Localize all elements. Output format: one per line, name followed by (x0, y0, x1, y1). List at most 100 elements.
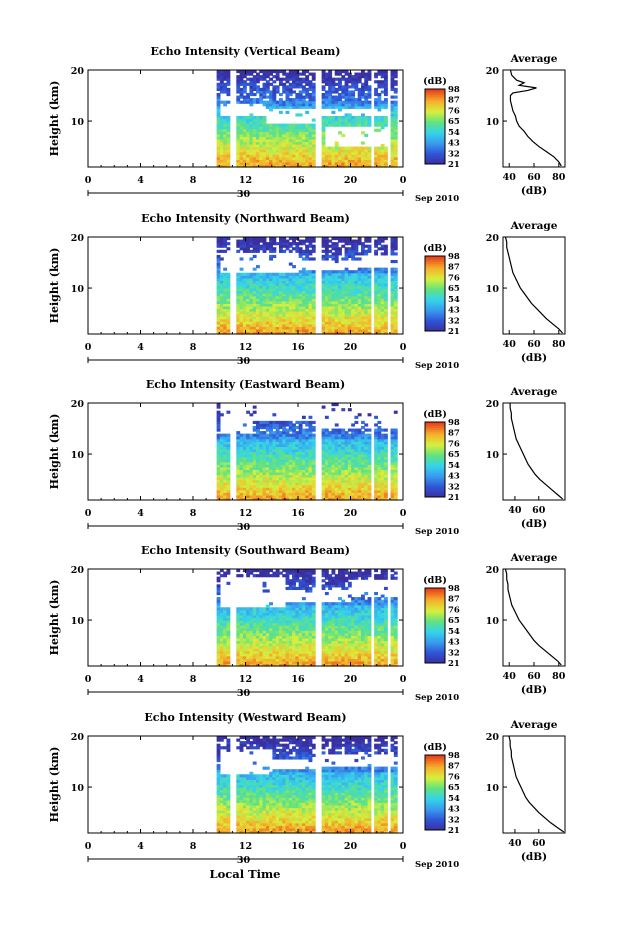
heatmap-cell (334, 446, 339, 450)
heatmap-cell (351, 149, 356, 153)
heatmap-cell (265, 497, 270, 501)
heatmap-cell (361, 151, 365, 155)
heatmap-cell (354, 477, 359, 481)
heatmap-cell (252, 242, 257, 246)
heatmap-cell (242, 123, 247, 127)
heatmap-cell (324, 82, 329, 86)
heatmap-cell (364, 305, 369, 310)
heatmap-cell (236, 466, 241, 470)
heatmap-cell (374, 293, 379, 297)
heatmap-cell (341, 431, 346, 435)
heatmap-cell (295, 70, 300, 74)
heatmap-cell (301, 436, 306, 440)
heatmap-cell (259, 637, 264, 642)
heatmap-cell (344, 95, 349, 99)
heatmap-cell (331, 433, 336, 437)
heatmap-cell (259, 436, 264, 440)
heatmap-cell (380, 85, 385, 89)
heatmap-cell (305, 277, 310, 281)
heatmap-cell (288, 323, 293, 327)
heatmap-cell (282, 105, 287, 109)
heatmap-cell (262, 655, 267, 659)
heatmap-cell (219, 290, 224, 294)
heatmap-cell (374, 90, 379, 94)
heatmap-cell (239, 607, 244, 611)
colorbar-segment (425, 263, 445, 266)
heatmap-cell (367, 100, 372, 104)
heatmap-cell (259, 305, 264, 310)
heatmap-cell (308, 85, 313, 89)
heatmap-cell (223, 484, 228, 488)
heatmap-cell (288, 164, 293, 168)
heatmap-cell (383, 159, 388, 163)
heatmap-cell (334, 484, 339, 488)
heatmap-cell (242, 446, 247, 450)
heatmap-cell (367, 331, 372, 335)
heatmap-cell (295, 136, 300, 140)
heatmap-cell (246, 326, 251, 330)
heatmap-cell (262, 474, 267, 478)
heatmap-cell (282, 77, 287, 81)
heatmap-cell (338, 466, 342, 470)
heatmap-cell (262, 247, 267, 251)
heatmap-cell (239, 653, 244, 657)
heatmap-cell (328, 433, 333, 437)
heatmap-cell (393, 311, 398, 315)
heatmap-cell (239, 244, 244, 248)
heatmap-cell (275, 484, 280, 488)
heatmap-cell (262, 72, 267, 76)
heatmap-cell (344, 443, 349, 447)
heatmap-cell (285, 456, 290, 460)
heatmap-cell (292, 298, 296, 302)
heatmap-cell (324, 280, 329, 284)
heatmap-cell (252, 446, 257, 450)
heatmap-cell (272, 159, 277, 163)
heatmap-cell (259, 92, 264, 97)
heatmap-cell (272, 300, 277, 304)
heatmap-cell (308, 436, 313, 440)
heatmap-cell (226, 144, 231, 148)
heatmap-cell (285, 282, 290, 287)
heatmap-cell (383, 249, 388, 253)
heatmap-cell (223, 131, 228, 135)
heatmap-cell (393, 326, 398, 330)
heatmap-cell (351, 497, 356, 501)
heatmap-cell (393, 454, 398, 458)
heatmap-cell (242, 290, 247, 294)
heatmap-cell (361, 469, 365, 473)
heatmap-cell (344, 479, 349, 483)
heatmap-cell (272, 489, 277, 493)
heatmap-cell (272, 318, 277, 322)
heatmap-cell (295, 323, 300, 327)
heatmap-cell (351, 318, 356, 322)
x-tick-label: 16 (291, 508, 305, 519)
heatmap-cell (216, 280, 221, 284)
heatmap-cell (301, 95, 306, 99)
heatmap-cell (216, 589, 221, 593)
heatmap-cell (324, 459, 329, 463)
heatmap-cell (338, 82, 342, 86)
heatmap-cell (216, 648, 221, 652)
heatmap-cell (239, 443, 244, 447)
heatmap-cell (226, 438, 231, 442)
heatmap-cell (285, 95, 290, 99)
heatmap-cell (256, 469, 260, 473)
heatmap-cell (344, 239, 349, 243)
heatmap-cell (390, 118, 395, 122)
heatmap-cell (265, 144, 270, 148)
heatmap-cell (364, 285, 369, 289)
heatmap-cell (292, 300, 296, 304)
heatmap-cell (246, 614, 251, 619)
heatmap-cell (252, 318, 257, 322)
heatmap-cell (226, 497, 231, 501)
heatmap-cell (361, 85, 365, 89)
heatmap-cell (390, 311, 395, 315)
heatmap-cell (288, 295, 293, 299)
heatmap-cell (324, 282, 329, 287)
heatmap-cell (275, 161, 280, 166)
heatmap-cell (285, 244, 290, 248)
average-frame (502, 402, 566, 501)
heatmap-cell (262, 144, 267, 148)
heatmap-cell (252, 300, 257, 304)
heatmap-cell (321, 438, 326, 442)
